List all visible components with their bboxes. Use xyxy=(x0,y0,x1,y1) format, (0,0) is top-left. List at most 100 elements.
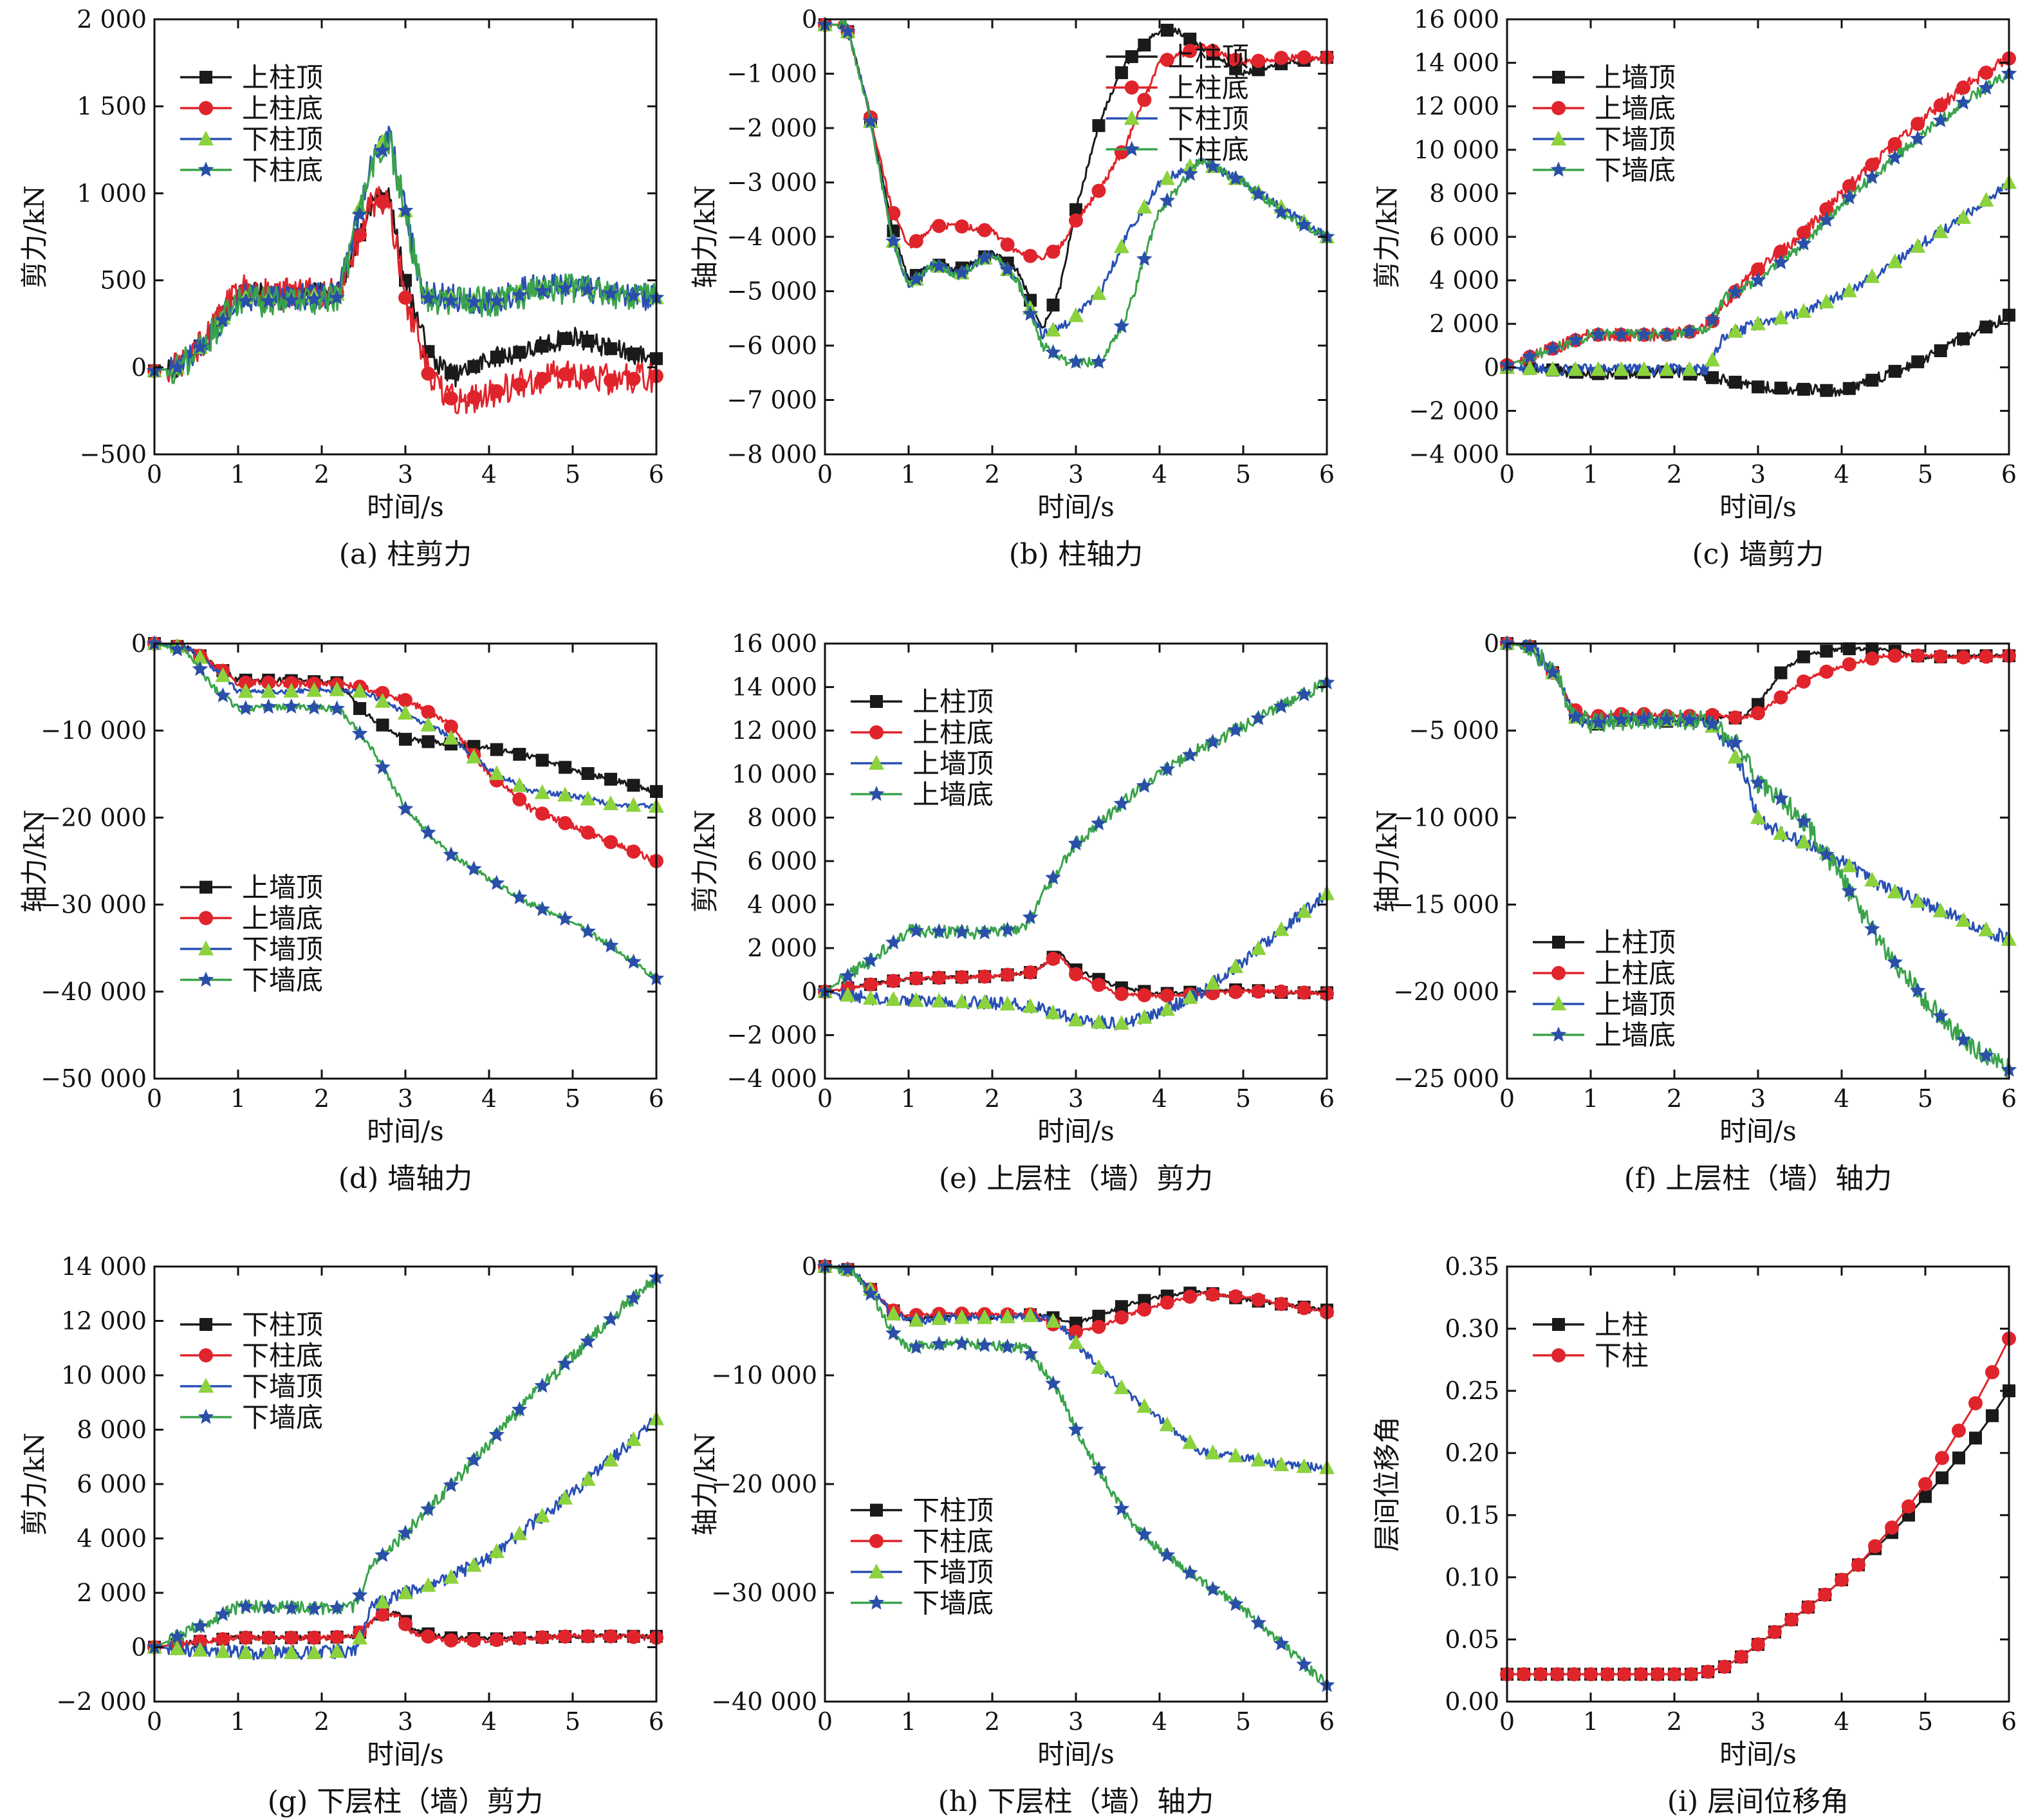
series-point xyxy=(1045,321,1061,337)
x-tick-label: 6 xyxy=(2001,460,2017,488)
series-point xyxy=(1751,262,1765,277)
series-point xyxy=(1820,384,1833,397)
series-point xyxy=(1613,326,1629,342)
series-point xyxy=(1706,371,1719,384)
series-point xyxy=(1228,958,1244,974)
legend-label: 上墙顶 xyxy=(1595,989,1676,1020)
legend-marker-icon xyxy=(868,1594,885,1610)
y-tick-label: 6 000 xyxy=(77,1470,147,1498)
x-tick-label: 4 xyxy=(1152,1707,1167,1736)
series-point xyxy=(954,219,969,234)
series-point xyxy=(1069,213,1083,228)
y-tick-label: 2 000 xyxy=(747,934,817,962)
series-point xyxy=(1887,149,1903,165)
series-point xyxy=(1568,331,1584,348)
x-axis-title: 时间/s xyxy=(1719,491,1797,523)
series-point xyxy=(559,332,572,346)
series-point xyxy=(1228,985,1243,999)
y-tick-label: 14 000 xyxy=(1414,49,1499,77)
series-point xyxy=(1681,712,1698,727)
series-point xyxy=(488,875,505,890)
series-point xyxy=(329,1630,344,1644)
x-axis-title: 时间/s xyxy=(1037,1738,1115,1770)
x-axis-title: 时间/s xyxy=(367,1115,444,1147)
legend-marker-icon xyxy=(1552,1318,1565,1331)
x-tick-label: 6 xyxy=(649,460,664,488)
series-point xyxy=(375,692,391,708)
x-tick-label: 2 xyxy=(314,1707,329,1736)
legend-marker-icon xyxy=(1552,936,1565,949)
y-tick-label: 0 xyxy=(802,5,817,33)
x-tick-label: 0 xyxy=(1499,460,1515,488)
series-point xyxy=(1819,211,1835,227)
series-point xyxy=(1091,353,1107,369)
series-point xyxy=(1068,353,1084,369)
x-tick-label: 1 xyxy=(1583,1084,1598,1113)
series-point xyxy=(1667,1667,1681,1682)
series-point xyxy=(557,1489,573,1505)
x-tick-label: 0 xyxy=(1499,1084,1515,1113)
x-axis-title: 时间/s xyxy=(1719,1738,1797,1770)
series-point xyxy=(626,1630,641,1644)
series-point xyxy=(603,795,619,810)
series-point xyxy=(1887,136,1902,151)
x-tick-label: 6 xyxy=(2001,1707,2017,1736)
series-point xyxy=(932,219,947,234)
legend-label: 上墙顶 xyxy=(912,748,994,779)
series-point xyxy=(466,748,482,764)
series-point xyxy=(1181,1565,1198,1580)
series-point xyxy=(909,234,923,248)
series-point xyxy=(1522,348,1538,364)
y-tick-label: −5 000 xyxy=(727,277,817,306)
series-point xyxy=(603,1451,619,1467)
series-point xyxy=(512,377,527,392)
series-point xyxy=(1936,1471,1948,1485)
legend-marker-icon xyxy=(868,786,885,801)
series-point xyxy=(1887,648,1902,663)
series-point xyxy=(1296,1656,1312,1671)
series-point xyxy=(1297,50,1311,65)
series-point xyxy=(1978,79,1994,95)
series-point xyxy=(420,1501,436,1516)
legend-label: 下柱顶 xyxy=(1168,103,1249,135)
series-point xyxy=(1000,237,1015,252)
chart-panel-i: 0 1 2 3 4 5 6 0.00 0.05 0.10 0.15 0.20 0.25 0.30 0.35 时… xyxy=(1371,1252,2017,1818)
series-point xyxy=(558,1629,573,1644)
series-point xyxy=(1522,360,1538,375)
legend-label: 下墙顶 xyxy=(242,1371,323,1402)
series-point xyxy=(1978,921,1994,936)
series-point xyxy=(1159,192,1176,208)
series-point xyxy=(215,311,231,328)
series-上柱 xyxy=(1501,1384,2015,1681)
series-point xyxy=(420,716,436,732)
x-tick-label: 1 xyxy=(901,1707,916,1736)
series-point xyxy=(1911,648,1925,663)
series-下柱 xyxy=(1500,1332,2016,1682)
series-point xyxy=(1885,1520,1899,1535)
y-tick-label: −15 000 xyxy=(1393,891,1499,919)
series-point xyxy=(1851,1557,1865,1572)
series-point xyxy=(260,293,277,308)
series-point xyxy=(398,692,412,707)
series-point xyxy=(977,223,992,237)
series-point xyxy=(1717,1659,1732,1674)
series-point xyxy=(1773,824,1789,840)
series-point xyxy=(1045,344,1061,360)
series-point xyxy=(1068,1011,1084,1026)
chart-panel-c: 0 1 2 3 4 5 6 −4 000 −2 000 0 2 000 4 000 6 000 8 000… xyxy=(1371,5,2017,571)
series-point xyxy=(535,806,550,821)
y-tick-label: −25 000 xyxy=(1393,1064,1499,1093)
series-point xyxy=(1955,1031,1972,1047)
series-point xyxy=(1297,1301,1311,1315)
plot-frame xyxy=(153,18,658,456)
legend-label: 上柱顶 xyxy=(1168,41,1249,73)
series-point xyxy=(1115,1300,1128,1314)
series-point xyxy=(1868,1539,1882,1554)
series-point xyxy=(513,346,526,359)
series-point xyxy=(1934,344,1947,357)
y-tick-label: 6 000 xyxy=(1429,223,1499,251)
y-tick-label: 2 000 xyxy=(77,5,147,33)
series-point xyxy=(580,368,595,383)
series-point xyxy=(1251,53,1266,68)
